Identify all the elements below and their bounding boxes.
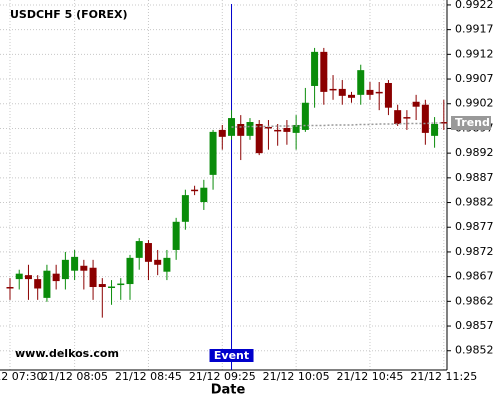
- x-tick-label: 21/12 10:05: [263, 370, 330, 383]
- candle-body: [61, 259, 69, 280]
- candle-body: [80, 265, 88, 271]
- y-tick-label: 0.9902: [455, 97, 494, 110]
- y-tick-label: 0.9867: [455, 270, 494, 283]
- candle-body: [366, 89, 374, 95]
- candle-body: [384, 82, 392, 108]
- candle-body: [246, 122, 254, 136]
- candle-body: [403, 117, 411, 119]
- candle-body: [394, 110, 402, 124]
- candle-body: [154, 259, 162, 265]
- chart-title: USDCHF 5 (FOREX): [10, 8, 127, 21]
- candle-body: [311, 51, 319, 86]
- y-tick-label: 0.9907: [455, 72, 494, 85]
- candle-body: [71, 256, 79, 271]
- candle-body: [181, 195, 189, 222]
- y-tick-label: 0.9857: [455, 319, 494, 332]
- y-tick-label: 0.9892: [455, 146, 494, 159]
- x-axis-label: Date: [211, 383, 246, 398]
- candle-body: [200, 187, 208, 203]
- y-tick-label: 0.9882: [455, 196, 494, 209]
- y-tick-label: 0.9922: [455, 0, 494, 11]
- candle-body: [292, 124, 300, 133]
- x-tick-label: 21/12 11:25: [410, 370, 477, 383]
- candle-body: [218, 129, 226, 137]
- candle-body: [191, 189, 199, 192]
- candle-body: [24, 275, 32, 280]
- trend-label-box: [451, 116, 491, 131]
- candle-body: [89, 267, 97, 288]
- y-tick-label: 0.9862: [455, 294, 494, 307]
- y-tick-label: 0.9877: [455, 220, 494, 233]
- candle-body: [237, 123, 245, 136]
- candle-body: [301, 102, 309, 130]
- candle-body: [108, 286, 116, 289]
- candle-body: [144, 243, 152, 262]
- candle-body: [117, 283, 125, 286]
- candle-body: [135, 241, 143, 258]
- y-tick-label: 0.9912: [455, 47, 494, 60]
- candle-body: [421, 104, 429, 133]
- x-tick-label: 21/12 08:45: [115, 370, 182, 383]
- candle-body: [15, 273, 23, 280]
- candle-body: [348, 94, 356, 98]
- candle-body: [163, 257, 171, 272]
- candle-body: [126, 257, 134, 285]
- candle-body: [264, 126, 272, 129]
- candle-body: [172, 221, 180, 250]
- candle-body: [412, 101, 420, 107]
- trend-label: Trend: [455, 116, 490, 129]
- x-tick-label: 21/12 07:30: [0, 370, 43, 383]
- candle-body: [209, 131, 217, 175]
- candle-body: [375, 91, 383, 94]
- x-tick-label: 21/12 09:25: [189, 370, 256, 383]
- candle-body: [357, 70, 365, 95]
- candle-body: [320, 51, 328, 92]
- candle-body: [98, 284, 106, 288]
- x-tick-label: 21/12 10:45: [337, 370, 404, 383]
- watermark: www.delkos.com: [15, 347, 119, 360]
- candle-body: [338, 88, 346, 96]
- candle-body: [283, 127, 291, 132]
- event-box: [209, 349, 254, 362]
- candle-body: [329, 88, 337, 91]
- y-tick-label: 0.9852: [455, 344, 494, 357]
- trend-line: [231, 122, 444, 128]
- y-tick-label: 0.9887: [455, 171, 494, 184]
- candle-body: [431, 123, 439, 136]
- candle-body: [274, 129, 282, 132]
- y-tick-label: 0.9872: [455, 245, 494, 258]
- y-tick-label: 0.9917: [455, 23, 494, 36]
- event-label: Event: [214, 349, 249, 362]
- candle-body: [43, 270, 51, 298]
- candle-body: [52, 273, 60, 282]
- candle-body: [6, 287, 14, 289]
- x-tick-label: 21/12 08:05: [41, 370, 108, 383]
- candle-body: [34, 279, 42, 289]
- candle-body: [255, 123, 263, 154]
